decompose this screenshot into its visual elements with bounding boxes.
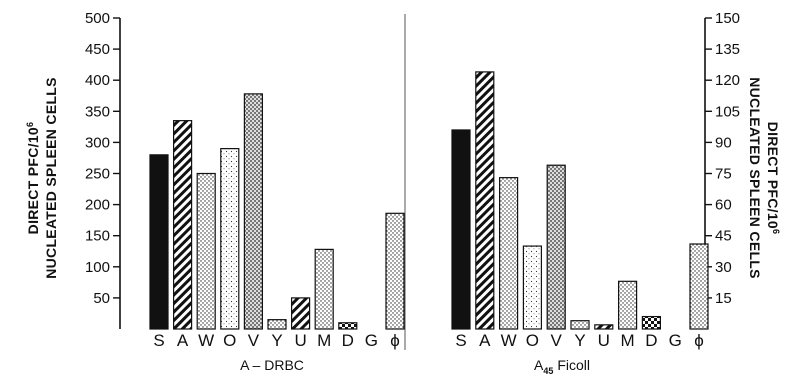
right-bar-U xyxy=(594,324,614,330)
left-category-label: V xyxy=(248,331,260,350)
right-y-tick-label: 15 xyxy=(715,290,732,307)
right-y-tick-label: 60 xyxy=(715,197,732,214)
left-category-label: U xyxy=(294,331,306,350)
left-y-tick-label: 50 xyxy=(93,290,110,307)
left-y-axis-title-line2: NUCLEATED SPLEEN CELLS xyxy=(43,77,59,279)
right-category-label: A xyxy=(479,331,491,350)
left-category-label: D xyxy=(342,331,354,350)
left-category-label: Y xyxy=(271,331,282,350)
right-bar-A xyxy=(475,71,495,330)
right-y-tick-label: 105 xyxy=(715,103,740,120)
right-y-axis-title-line1: DIRECT PFC/106 xyxy=(765,122,781,235)
left-category-label: M xyxy=(317,331,331,350)
right-panel-title: A45 Ficoll xyxy=(534,357,590,376)
left-y-ticks: 50 100 150 200 250 300 350 400 450 500 xyxy=(85,10,120,307)
right-bar-S xyxy=(451,129,471,330)
left-category-label: S xyxy=(153,331,164,350)
left-y-tick-label: 150 xyxy=(85,228,110,245)
left-y-tick-label: 300 xyxy=(85,134,110,151)
right-bars xyxy=(451,71,709,330)
right-category-label: S xyxy=(455,331,466,350)
left-category-label: A xyxy=(177,331,189,350)
right-y-tick-label: 90 xyxy=(715,134,732,151)
left-y-tick-label: 100 xyxy=(85,259,110,276)
right-bar-ϕ xyxy=(689,243,709,330)
right-bar-V xyxy=(546,164,566,330)
left-category-label: ϕ xyxy=(390,331,400,350)
left-panel-title: A – DRBC xyxy=(240,357,304,373)
right-y-tick-label: 75 xyxy=(715,166,732,183)
left-bar-ϕ xyxy=(385,212,405,330)
left-y-tick-label: 250 xyxy=(85,166,110,183)
left-bar-A xyxy=(173,120,193,330)
left-y-axis-title-line1: DIRECT PFC/106 xyxy=(25,122,41,235)
left-bar-Y xyxy=(267,319,287,330)
left-category-label: W xyxy=(198,331,214,350)
right-y-ticks: 15 30 45 60 75 90 105 120 135 150 xyxy=(705,10,740,307)
right-y-tick-label: 135 xyxy=(715,41,740,58)
right-y-tick-label: 150 xyxy=(715,10,740,27)
left-y-tick-label: 400 xyxy=(85,72,110,89)
right-category-label: V xyxy=(551,331,563,350)
left-bar-M xyxy=(314,248,334,330)
right-y-axis-title-line2: NUCLEATED SPLEEN CELLS xyxy=(747,77,763,279)
right-category-label: Y xyxy=(574,331,585,350)
right-bar-D xyxy=(641,315,662,330)
right-category-label: D xyxy=(645,331,657,350)
right-category-label: G xyxy=(669,331,682,350)
left-bar-V xyxy=(243,93,263,330)
right-category-label: U xyxy=(598,331,610,350)
left-bar-O xyxy=(220,148,240,330)
right-y-tick-label: 30 xyxy=(715,259,732,276)
right-bar-W xyxy=(499,177,519,330)
right-category-label: ϕ xyxy=(694,331,704,350)
left-bar-U xyxy=(291,297,311,330)
left-y-tick-label: 500 xyxy=(85,10,110,27)
left-bar-D xyxy=(338,322,358,330)
right-y-tick-label: 120 xyxy=(715,72,740,89)
right-category-label: W xyxy=(501,331,517,350)
left-category-label: O xyxy=(223,331,236,350)
left-panel: DIRECT PFC/106 NUCLEATED SPLEEN CELLS 50… xyxy=(25,10,405,373)
left-y-tick-label: 450 xyxy=(85,41,110,58)
left-y-axis-title: DIRECT PFC/106 NUCLEATED SPLEEN CELLS xyxy=(25,77,59,279)
right-y-tick-label: 45 xyxy=(715,228,732,245)
right-bar-O xyxy=(522,245,543,330)
right-bar-Y xyxy=(570,320,590,330)
right-category-label: O xyxy=(526,331,539,350)
left-bar-S xyxy=(149,154,169,330)
right-category-label: M xyxy=(621,331,635,350)
left-bars xyxy=(149,93,405,330)
left-category-label: G xyxy=(365,331,378,350)
right-bar-M xyxy=(617,280,638,330)
right-y-axis-title: DIRECT PFC/106 NUCLEATED SPLEEN CELLS xyxy=(747,77,781,279)
left-bar-W xyxy=(196,172,216,330)
left-y-tick-label: 200 xyxy=(85,197,110,214)
left-y-tick-label: 350 xyxy=(85,103,110,120)
